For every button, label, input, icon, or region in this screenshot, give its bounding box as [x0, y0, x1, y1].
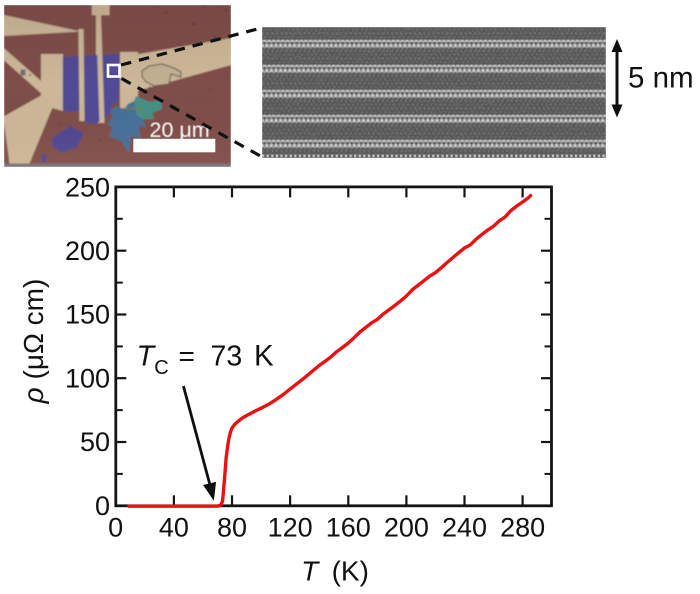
svg-text:T (K): T (K)	[301, 556, 369, 587]
svg-text:ρ (μΩ cm): ρ (μΩ cm)	[18, 279, 49, 405]
svg-text:40: 40	[159, 512, 189, 542]
svg-text:0: 0	[108, 512, 123, 542]
svg-text:0: 0	[95, 491, 110, 521]
svg-text:240: 240	[442, 512, 487, 542]
svg-text:160: 160	[326, 512, 371, 542]
svg-text:=: =	[179, 341, 195, 372]
svg-text:100: 100	[65, 363, 110, 393]
svg-text:5 nm: 5 nm	[628, 62, 694, 95]
svg-text:150: 150	[65, 300, 110, 330]
svg-text:280: 280	[500, 512, 545, 542]
svg-text:73: 73	[211, 341, 243, 373]
svg-text:20 μm: 20 μm	[150, 118, 210, 142]
svg-text:120: 120	[268, 512, 313, 542]
svg-text:50: 50	[80, 427, 110, 457]
svg-text:K: K	[254, 340, 274, 373]
svg-text:200: 200	[65, 236, 110, 266]
svg-text:250: 250	[65, 172, 110, 202]
svg-text:80: 80	[217, 512, 247, 542]
svg-text:200: 200	[384, 512, 429, 542]
svg-text:TC: TC	[137, 341, 169, 380]
